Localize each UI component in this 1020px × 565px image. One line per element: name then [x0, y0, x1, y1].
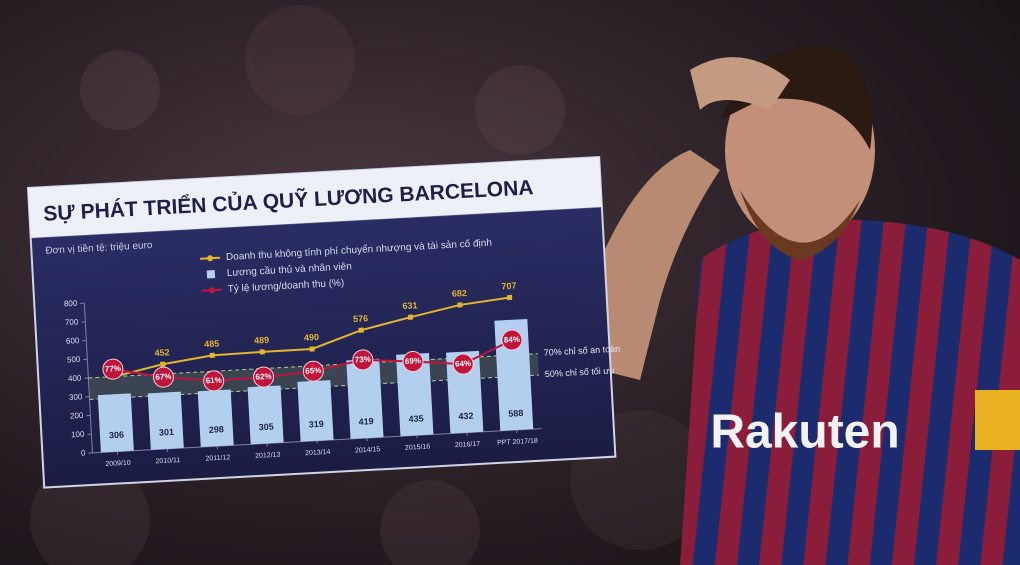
y-tick-label: 300: [69, 392, 83, 402]
line-point: [358, 327, 364, 333]
line-point: [253, 366, 275, 388]
line-point: [452, 353, 474, 375]
x-tick-label: 2012/13: [255, 452, 281, 460]
annotation-label: 70% chỉ số an toàn: [543, 344, 620, 358]
title-band: [28, 157, 602, 238]
x-tick-label: 2013/14: [305, 449, 331, 457]
x-tick-label: 2009/10: [105, 460, 131, 468]
bar-value-label: 435: [408, 413, 424, 424]
jersey-sponsor: Rakuten: [710, 406, 899, 459]
line-point: [352, 349, 374, 371]
bar-value-label: 319: [308, 419, 324, 430]
point-value-label: 452: [154, 347, 170, 358]
bar-value-label: 432: [458, 411, 474, 422]
line-point: [152, 366, 174, 388]
line-point: [506, 294, 513, 301]
y-tick-label: 500: [67, 355, 81, 365]
bar-value-label: 306: [109, 430, 125, 441]
point-value-label: 73%: [355, 355, 371, 365]
y-tick-label: 600: [66, 336, 80, 346]
x-tick-label: PPT 2017/18: [497, 438, 538, 447]
legend-swatch: [207, 255, 214, 262]
point-value-label: 631: [402, 300, 418, 311]
chart-card: SỰ PHÁT TRIỂN CỦA QUỸ LƯƠNG BARCELONA Đơ…: [26, 156, 620, 489]
bar-value-label: 588: [508, 408, 524, 419]
point-value-label: 682: [452, 288, 468, 299]
y-tick-label: 100: [71, 430, 85, 440]
point-value-label: 69%: [405, 356, 421, 366]
point-value-label: 707: [501, 281, 517, 292]
bar-value-label: 305: [258, 421, 274, 432]
line-point: [309, 346, 315, 352]
line-point: [407, 314, 414, 320]
point-value-label: 576: [353, 313, 369, 324]
y-tick-label: 700: [65, 317, 79, 327]
bar: [346, 358, 384, 439]
y-tick-label: 200: [70, 411, 84, 421]
line-point: [402, 351, 424, 373]
y-tick-label: 800: [64, 299, 78, 309]
point-value-label: 65%: [305, 366, 321, 376]
bar: [97, 393, 134, 453]
bar-value-label: 301: [159, 427, 175, 438]
point-value-label: 62%: [255, 372, 271, 382]
bar: [197, 389, 234, 448]
bar: [446, 350, 484, 434]
line-point: [102, 358, 124, 380]
line-point: [203, 370, 225, 392]
annotation-label: 50% chỉ số tối ưu: [545, 365, 615, 379]
x-tick-label: 2010/11: [155, 457, 180, 465]
point-value-label: 84%: [504, 335, 520, 345]
line-point: [457, 302, 463, 308]
x-tick-label: 2016/17: [455, 441, 481, 449]
legend-swatch: [206, 270, 216, 279]
point-value-label: 489: [254, 335, 270, 346]
bar: [297, 380, 334, 442]
bar: [247, 385, 284, 445]
bar-value-label: 298: [209, 424, 225, 435]
player: Rakuten: [600, 46, 1020, 565]
y-tick-label: 0: [81, 448, 86, 457]
x-tick-label: 2015/16: [405, 443, 431, 451]
point-value-label: 485: [204, 338, 220, 349]
x-tick-label: 2011/12: [205, 454, 230, 462]
bar: [396, 352, 434, 437]
bar-value-label: 419: [358, 416, 374, 427]
line-point: [302, 360, 324, 382]
bar: [147, 391, 184, 450]
point-value-label: 490: [304, 332, 320, 343]
line-point: [501, 329, 523, 351]
x-tick-label: 2014/15: [355, 446, 381, 454]
point-value-label: 67%: [155, 372, 171, 382]
point-value-label: 61%: [205, 376, 221, 386]
chart-subtitle: Đơn vị tiền tệ: triệu euro: [45, 239, 153, 257]
line-point: [259, 349, 265, 355]
line-point: [209, 352, 215, 358]
point-value-label: 77%: [105, 364, 121, 374]
line-point: [160, 361, 166, 367]
legend-swatch: [208, 287, 215, 294]
y-tick-label: 400: [68, 373, 82, 383]
point-value-label: 64%: [455, 359, 471, 369]
